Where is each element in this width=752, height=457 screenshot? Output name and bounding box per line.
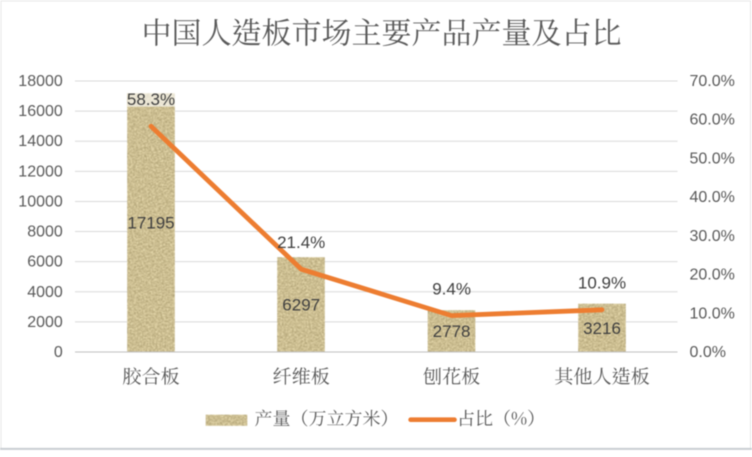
svg-text:2000: 2000 bbox=[27, 314, 63, 331]
svg-text:10000: 10000 bbox=[18, 193, 63, 210]
svg-text:14000: 14000 bbox=[18, 133, 63, 150]
svg-text:2778: 2778 bbox=[433, 322, 471, 341]
svg-text:58.3%: 58.3% bbox=[127, 90, 175, 109]
svg-text:4000: 4000 bbox=[27, 284, 63, 301]
svg-text:0.0%: 0.0% bbox=[690, 344, 726, 361]
svg-text:10.0%: 10.0% bbox=[690, 305, 735, 322]
svg-text:20.0%: 20.0% bbox=[690, 267, 735, 284]
svg-text:30.0%: 30.0% bbox=[690, 228, 735, 245]
svg-text:50.0%: 50.0% bbox=[690, 150, 735, 167]
svg-text:60.0%: 60.0% bbox=[690, 112, 735, 129]
svg-text:0: 0 bbox=[54, 344, 63, 361]
svg-text:16000: 16000 bbox=[18, 103, 63, 120]
svg-text:6000: 6000 bbox=[27, 254, 63, 271]
svg-text:40.0%: 40.0% bbox=[690, 189, 735, 206]
svg-text:17195: 17195 bbox=[127, 214, 174, 233]
svg-text:21.4%: 21.4% bbox=[277, 233, 325, 252]
svg-text:10.9%: 10.9% bbox=[578, 274, 626, 293]
svg-text:18000: 18000 bbox=[18, 73, 63, 90]
svg-text:3216: 3216 bbox=[583, 319, 621, 338]
svg-text:6297: 6297 bbox=[282, 296, 320, 315]
svg-text:12000: 12000 bbox=[18, 163, 63, 180]
svg-text:9.4%: 9.4% bbox=[432, 279, 471, 298]
svg-text:8000: 8000 bbox=[27, 224, 63, 241]
svg-text:70.0%: 70.0% bbox=[690, 73, 735, 90]
